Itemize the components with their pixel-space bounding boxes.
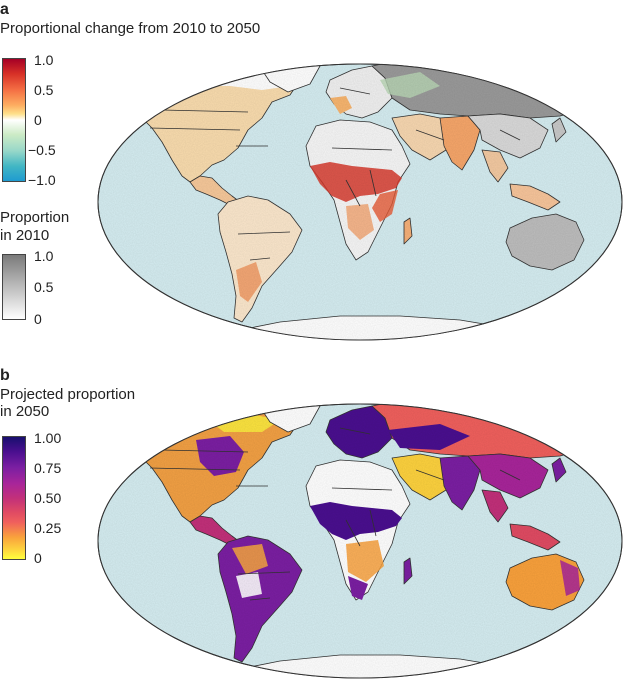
change-tick-5: −1.0 [28,172,56,188]
projection-colorbar [2,436,26,560]
panel-b-letter: b [0,367,10,384]
panel-b-title-1: Projected proportion [0,386,136,403]
baseline-legend-title-1: Proportion [0,209,70,226]
projection-tick-5: 0 [34,550,42,566]
baseline-colorbar [2,254,26,320]
change-tick-4: −0.5 [28,142,56,158]
panel-b-title-2: in 2050 [0,403,50,420]
baseline-tick-1: 1.0 [34,248,54,264]
panel-a-letter: a [0,1,9,18]
baseline-legend-title-2: in 2010 [0,227,50,244]
map-a-new-zealand [599,255,611,281]
projection-tick-2: 0.75 [34,460,62,476]
map-b-texture [98,404,622,678]
baseline-tick-3: 0 [34,311,42,327]
change-tick-3: 0 [34,112,42,128]
change-colorbar [2,58,26,182]
projection-tick-1: 1.00 [34,430,62,446]
map-b-new-zealand [599,595,611,621]
map-a-texture [98,64,622,340]
panel-a-title: Proportional change from 2010 to 2050 [0,20,261,37]
projection-tick-3: 0.50 [34,490,62,506]
baseline-tick-2: 0.5 [34,279,54,295]
map-b [97,403,623,679]
change-tick-2: 0.5 [34,82,54,98]
projection-tick-4: 0.25 [34,520,62,536]
change-tick-1: 1.0 [34,52,54,68]
map-a [97,63,623,341]
